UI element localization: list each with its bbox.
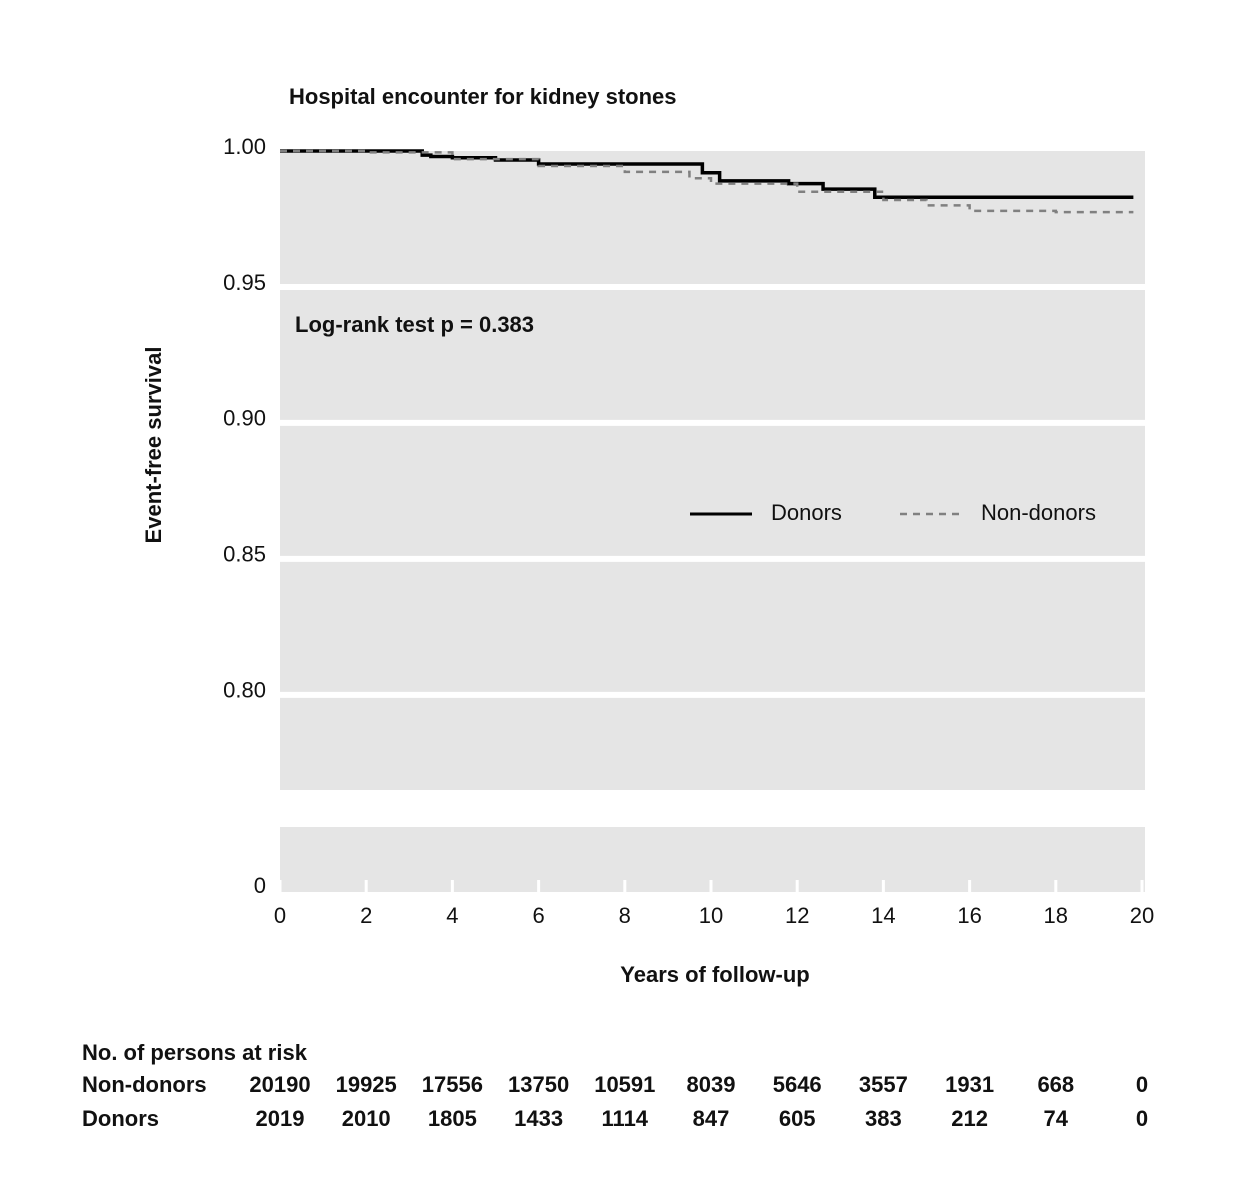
risk-value: 17556: [422, 1072, 483, 1097]
risk-value: 1931: [945, 1072, 994, 1097]
x-axis-label: Years of follow-up: [620, 962, 809, 987]
risk-value: 1805: [428, 1106, 477, 1131]
risk-value: 74: [1044, 1106, 1069, 1131]
chart-title: Hospital encounter for kidney stones: [289, 84, 677, 109]
risk-value: 1433: [514, 1106, 563, 1131]
risk-value: 5646: [773, 1072, 822, 1097]
risk-value: 2019: [256, 1106, 305, 1131]
risk-value: 212: [951, 1106, 988, 1131]
x-tick-label: 8: [619, 903, 631, 928]
x-tick-label: 20: [1130, 903, 1154, 928]
risk-value: 847: [693, 1106, 730, 1131]
risk-value: 383: [865, 1106, 902, 1131]
y-tick-label: 0: [254, 873, 266, 898]
risk-value: 2010: [342, 1106, 391, 1131]
legend-label: Non-donors: [981, 500, 1096, 525]
x-tick-label: 10: [699, 903, 723, 928]
legend-label: Donors: [771, 500, 842, 525]
survival-line: [280, 149, 1134, 199]
risk-value: 605: [779, 1106, 816, 1131]
annotation: Log-rank test p = 0.383: [295, 312, 534, 337]
x-tick-label: 14: [871, 903, 895, 928]
risk-value: 8039: [687, 1072, 736, 1097]
risk-value: 3557: [859, 1072, 908, 1097]
x-tick-label: 4: [446, 903, 458, 928]
y-tick-label: 0.85: [223, 542, 266, 567]
x-tick-label: 12: [785, 903, 809, 928]
y-tick-label: 0.95: [223, 270, 266, 295]
risk-row-label: Donors: [82, 1106, 159, 1131]
y-tick-label: 1.00: [223, 134, 266, 159]
risk-value: 20190: [249, 1072, 310, 1097]
y-tick-label: 0.80: [223, 678, 266, 703]
x-tick-label: 0: [274, 903, 286, 928]
y-tick-label: 0.90: [223, 406, 266, 431]
risk-value: 10591: [594, 1072, 655, 1097]
risk-value: 0: [1136, 1106, 1148, 1131]
risk-value: 1114: [602, 1106, 649, 1131]
x-tick-label: 6: [532, 903, 544, 928]
risk-row-label: Non-donors: [82, 1072, 207, 1097]
x-tick-label: 18: [1044, 903, 1068, 928]
risk-value: 668: [1037, 1072, 1074, 1097]
risk-value: 13750: [508, 1072, 569, 1097]
risk-table-title: No. of persons at risk: [82, 1040, 308, 1065]
risk-value: 19925: [336, 1072, 397, 1097]
plot-background: [280, 151, 1145, 790]
risk-value: 0: [1136, 1072, 1148, 1097]
survival-line: [280, 149, 1134, 214]
x-tick-label: 16: [957, 903, 981, 928]
y-axis-label: Event-free survival: [141, 347, 166, 544]
x-tick-label: 2: [360, 903, 372, 928]
